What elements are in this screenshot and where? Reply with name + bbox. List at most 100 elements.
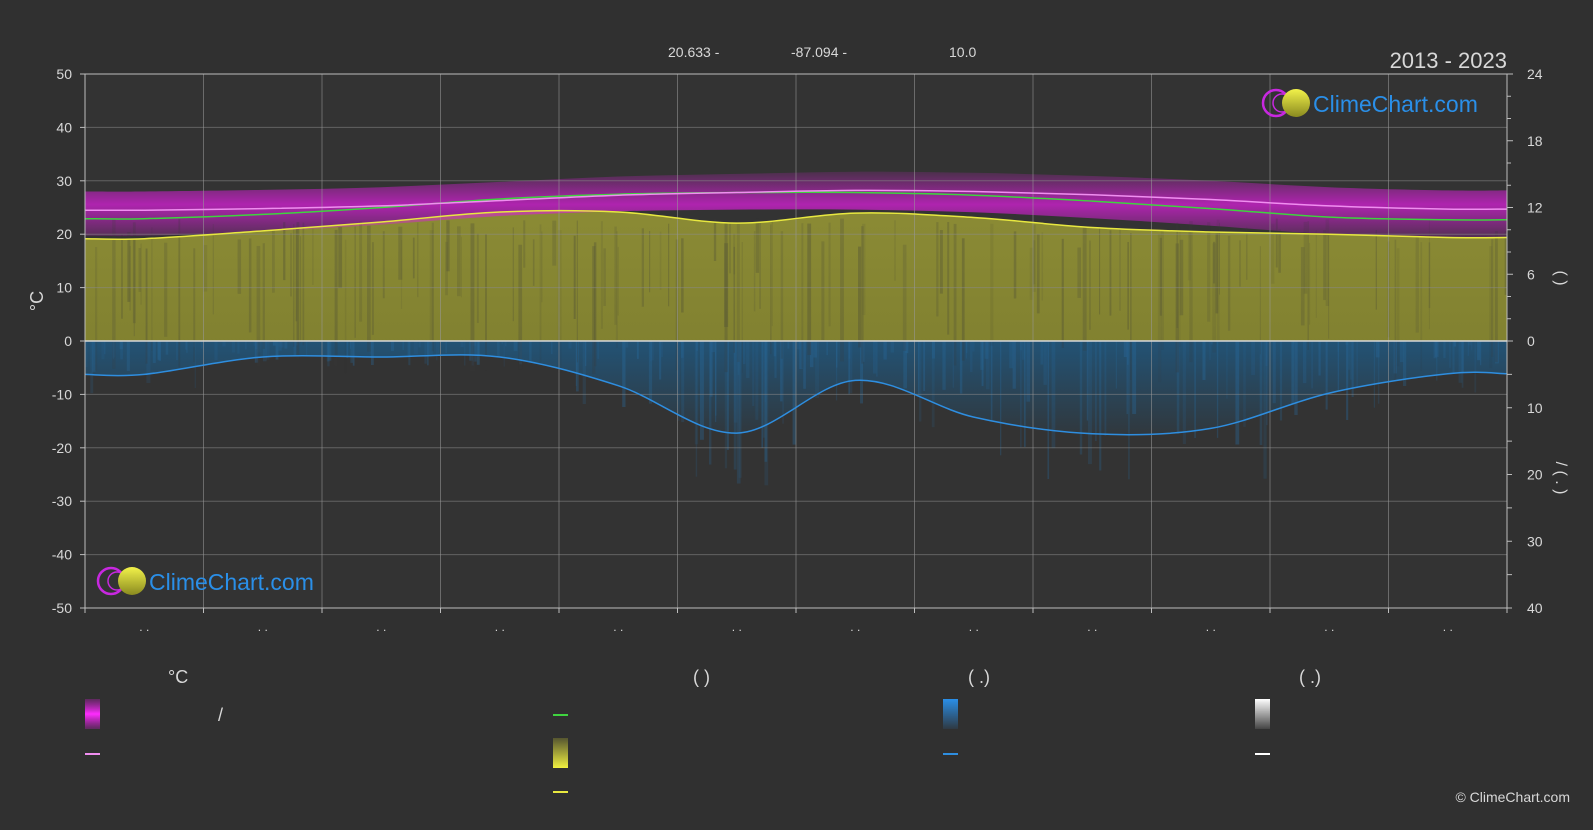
y-right-top-tick-label: 6 [1527, 266, 1535, 282]
sunshine-streak [781, 231, 783, 359]
precipitation-streak [328, 341, 331, 361]
precipitation-streak [1209, 341, 1211, 360]
precipitation-streak [1088, 341, 1092, 464]
sunshine-streak [457, 226, 461, 296]
header-latitude: 20.633 - [668, 44, 720, 60]
sunshine-streak [533, 239, 535, 285]
precipitation-streak [402, 341, 404, 350]
precipitation-streak [153, 341, 156, 363]
precipitation-streak [391, 341, 394, 351]
sunshine-streak [303, 223, 305, 346]
precipitation-streak [497, 341, 500, 357]
y-left-tick-label: -50 [52, 600, 72, 616]
sunshine-streak [840, 219, 844, 362]
sunshine-streak [1309, 243, 1310, 325]
sunshine-streak [754, 231, 755, 311]
precipitation-streak [371, 341, 374, 365]
legend: °C / ( ) ( .) ( .) [85, 667, 1321, 792]
precipitation-streak [1443, 341, 1445, 358]
logo-top-right: ClimeChart.com [1263, 89, 1478, 117]
sunshine-streak [146, 249, 148, 364]
sunshine-streak [649, 231, 650, 292]
sunshine-streak [523, 220, 525, 267]
precipitation-streak [597, 341, 599, 359]
precipitation-streak [803, 341, 806, 389]
precipitation-streak [477, 341, 480, 365]
sunshine-streak [1376, 230, 1377, 310]
precipitation-streak [237, 341, 239, 354]
header-elevation: 10.0 [949, 44, 976, 60]
precipitation-streak [1203, 341, 1206, 380]
sunshine-streak [293, 224, 294, 346]
sunshine-streak [1228, 236, 1230, 331]
precipitation-streak [1474, 341, 1476, 393]
sunshine-streak [1397, 248, 1400, 366]
sunshine-streak [471, 223, 475, 371]
precipitation-streak [1303, 341, 1306, 383]
precipitation-streak [848, 341, 850, 394]
sunshine-streak [1089, 241, 1091, 330]
x-tick-label: . . [613, 620, 623, 634]
precipitation-streak [529, 341, 531, 362]
precipitation-streak [1376, 341, 1380, 357]
precipitation-streak [797, 341, 801, 349]
precipitation-streak [923, 341, 925, 391]
sunshine-streak [485, 234, 487, 370]
precipitation-streak [504, 341, 505, 367]
precipitation-streak [427, 341, 430, 355]
logo-bottom-left: ClimeChart.com [98, 567, 314, 595]
precipitation-streak [1434, 341, 1437, 358]
precipitation-streak [1462, 341, 1464, 373]
precipitation-streak [966, 341, 967, 358]
precipitation-streak [970, 341, 972, 372]
precipitation-streak [711, 341, 715, 352]
sunshine-streak [742, 242, 743, 373]
sunshine-streak [541, 232, 542, 303]
precipitation-streak [752, 341, 754, 406]
sunshine-streak [401, 240, 402, 309]
precipitation-streak [1319, 341, 1321, 376]
precipitation-streak [347, 341, 349, 358]
precipitation-streak [408, 341, 410, 365]
sunshine-streak [1127, 242, 1129, 330]
precipitation-streak [505, 341, 506, 346]
precipitation-streak [350, 341, 353, 363]
sunshine-streak [345, 240, 347, 374]
sunshine-streak [312, 229, 314, 286]
sunshine-streak [552, 221, 556, 266]
precipitation-streak [201, 341, 202, 349]
precipitation-streak [622, 341, 625, 407]
precipitation-streak [245, 341, 246, 349]
y-left-tick-label: -30 [52, 493, 72, 509]
sunshine-streak [603, 248, 606, 306]
precipitation-streak [102, 341, 105, 359]
precipitation-streak [793, 341, 796, 445]
sunshine-streak [940, 230, 943, 294]
precipitation-streak [980, 341, 983, 370]
precipitation-streak [876, 341, 877, 377]
sunshine-streak [990, 224, 993, 346]
logo-sun-icon [1282, 89, 1310, 117]
y-right-top-tick-label: 12 [1527, 200, 1543, 216]
sunshine-streak [461, 237, 462, 298]
precipitation-streak [446, 341, 447, 353]
sunshine-streak [601, 221, 603, 329]
sunshine-streak [733, 234, 735, 274]
sunshine-streak [178, 219, 180, 368]
precipitation-streak [278, 341, 281, 351]
sunshine-streak [121, 235, 122, 319]
sunshine-streak [770, 224, 771, 354]
sunshine-streak [359, 221, 362, 321]
precipitation-streak [1273, 341, 1276, 403]
y-axis-right-bottom-title: / ( . ) [1552, 462, 1569, 495]
precipitation-streak [1400, 341, 1404, 362]
precipitation-streak [715, 341, 716, 422]
sunshine-streak [213, 224, 214, 315]
sunshine-streak [383, 231, 385, 298]
sunshine-streak [668, 224, 669, 307]
precipitation-streak [353, 341, 355, 366]
precipitation-streak [626, 341, 629, 348]
sunshine-streak [947, 222, 949, 335]
sunshine-streak [338, 227, 342, 288]
